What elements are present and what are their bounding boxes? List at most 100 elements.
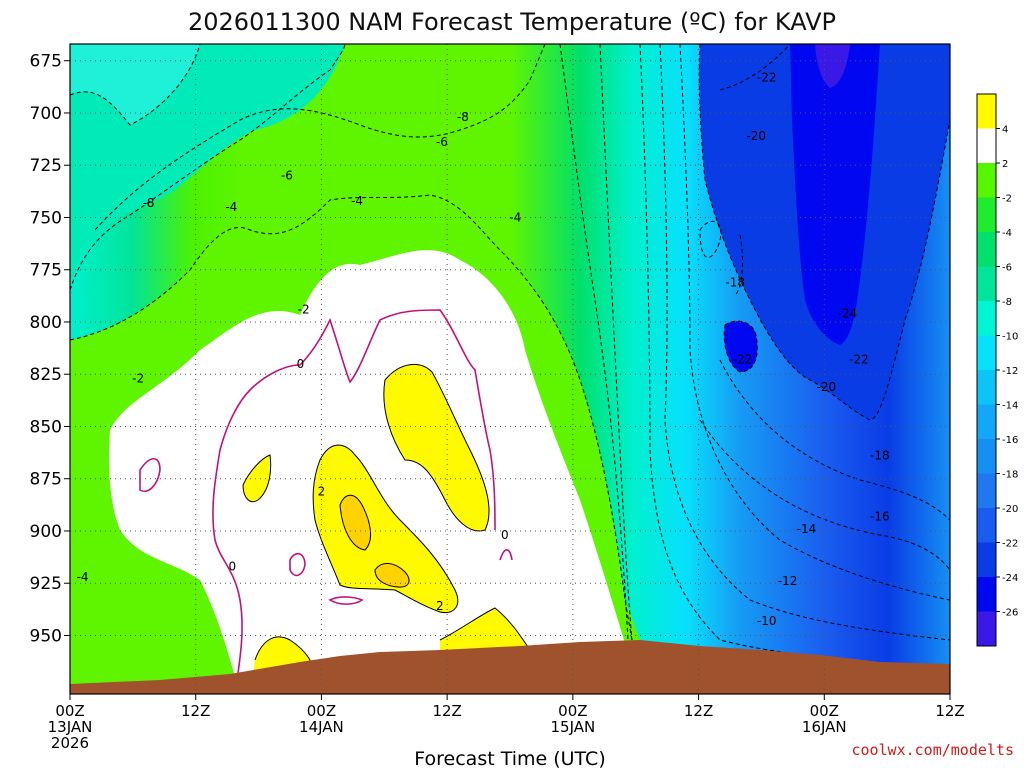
x-tick-label: 00Z 15JAN — [550, 702, 595, 736]
band-minus-10-to-minus-12 — [70, 44, 200, 125]
x-tick-line: 13JAN — [48, 718, 93, 736]
contour-label: -8 — [457, 110, 469, 124]
y-tick-label: 750 — [30, 208, 62, 228]
plot-area — [70, 44, 950, 694]
colorbar-tick-label: -14 — [1002, 401, 1018, 412]
colorbar-tick-label: -22 — [1002, 539, 1018, 550]
y-tick-label: 900 — [30, 522, 62, 542]
colorbar-tick-label: -8 — [1002, 297, 1012, 308]
colorbar-swatch — [977, 128, 996, 163]
y-tick-label: 850 — [30, 417, 62, 437]
contour-label: -6 — [281, 169, 293, 183]
x-axis-label: Forecast Time (UTC) — [414, 748, 605, 768]
x-tick-line: 2026 — [51, 734, 89, 752]
band-minus-26-to-minus-28 — [815, 44, 850, 88]
colorbar: -26-24-22-20-18-16-14-12-10-8-6-4-224 — [976, 93, 1018, 647]
x-tick-line: 12Z — [181, 702, 210, 720]
contour-label: 0 — [229, 560, 237, 574]
contour-label: 0 — [297, 357, 305, 371]
credit-text: coolwx.com/modelts — [851, 741, 1014, 759]
colorbar-tick-label: -4 — [1002, 228, 1012, 239]
y-tick-label: 775 — [30, 261, 62, 281]
x-tick-line: 12Z — [684, 702, 713, 720]
contour-label: 2 — [318, 484, 326, 498]
x-tick-line: 12Z — [935, 702, 964, 720]
colorbar-tick-label: -26 — [1002, 608, 1018, 619]
colorbar-swatch — [977, 232, 996, 267]
colorbar-swatch — [977, 611, 996, 646]
band-minus-2-to-2 — [109, 250, 641, 694]
colorbar-swatch — [977, 335, 996, 370]
x-tick-line: 00Z — [307, 702, 336, 720]
contour-label: -4 — [509, 210, 521, 224]
colorbar-tick-label: 4 — [1002, 125, 1008, 136]
contour-label: -22 — [849, 353, 869, 367]
contour-label: -14 — [797, 522, 817, 536]
contour-label: 2 — [436, 599, 444, 613]
contour-label: -12 — [778, 574, 798, 588]
x-tick-line: 14JAN — [299, 718, 344, 736]
x-tick-label: 12Z — [432, 702, 461, 720]
colorbar-swatch — [977, 266, 996, 301]
colorbar-swatch — [977, 439, 996, 474]
contour-label: -18 — [870, 449, 890, 463]
x-tick-label: 00Z 16JAN — [802, 702, 847, 736]
colorbar-tick-label: -18 — [1002, 470, 1018, 481]
y-tick-label: 925 — [30, 574, 62, 594]
contour-label: -10 — [757, 614, 777, 628]
colorbar-tick-label: -2 — [1002, 194, 1012, 205]
y-tick-label: 825 — [30, 365, 62, 385]
positive-contours — [242, 364, 531, 694]
colorbar-tick-label: 2 — [1002, 159, 1008, 170]
contour-label: -4 — [225, 200, 237, 214]
colorbar-swatch — [977, 473, 996, 508]
contour-label: -4 — [77, 570, 89, 584]
colorbar-tick-label: -24 — [1002, 573, 1018, 584]
x-tick-line: 00Z — [55, 702, 84, 720]
x-tick-line: 16JAN — [802, 718, 847, 736]
negative-contours — [70, 44, 950, 661]
y-tick-label: 875 — [30, 470, 62, 490]
colorbar-swatch — [977, 301, 996, 336]
y-tick-label: 950 — [30, 626, 62, 646]
colorbar-tick-label: -10 — [1002, 332, 1018, 343]
terrain — [70, 640, 950, 694]
colorbar-swatch — [977, 577, 996, 612]
colorbar-swatch — [977, 542, 996, 577]
x-tick-label: 12Z — [181, 702, 210, 720]
colorbar-swatch — [977, 404, 996, 439]
contour-label: 0 — [501, 528, 509, 542]
contour-label: -20 — [817, 380, 837, 394]
x-tick-line: 15JAN — [550, 718, 595, 736]
colorbar-swatch — [977, 197, 996, 232]
contour-label: -6 — [436, 135, 448, 149]
colorbar-tick-label: -12 — [1002, 366, 1018, 377]
colorbar-swatch — [977, 508, 996, 543]
contour-label: -2 — [132, 371, 144, 385]
y-tick-label: 700 — [30, 104, 62, 124]
colorbar-swatch — [977, 370, 996, 405]
contour-label: -22 — [733, 353, 753, 367]
chart-title: 2026011300 NAM Forecast Temperature (ºC)… — [188, 8, 836, 36]
y-tick-label: 800 — [30, 313, 62, 333]
x-tick-label: 12Z — [935, 702, 964, 720]
contour-label: -20 — [746, 129, 766, 143]
band-4-to-6-a — [340, 495, 371, 550]
colorbar-tick-label: -6 — [1002, 263, 1012, 274]
band-2-to-4-a — [383, 364, 490, 531]
contour-label: -18 — [725, 275, 745, 289]
colorbar-tick-label: -20 — [1002, 504, 1018, 515]
colorbar-swatch — [977, 163, 996, 198]
contour-label: -2 — [298, 302, 310, 316]
contour-label: -8 — [143, 196, 155, 210]
y-tick-label: 725 — [30, 156, 62, 176]
colorbar-swatch — [977, 94, 996, 129]
grid-lines — [69, 44, 951, 694]
contour-label: -24 — [838, 307, 858, 321]
band-2-to-4-b — [313, 445, 458, 613]
x-tick-label: 00Z 14JAN — [299, 702, 344, 736]
contour-labels: -22-20-8-6-6-4-4-8-4-18-24-20 -22 -22-2-20… — [77, 70, 890, 627]
zero-contours — [139, 309, 513, 694]
